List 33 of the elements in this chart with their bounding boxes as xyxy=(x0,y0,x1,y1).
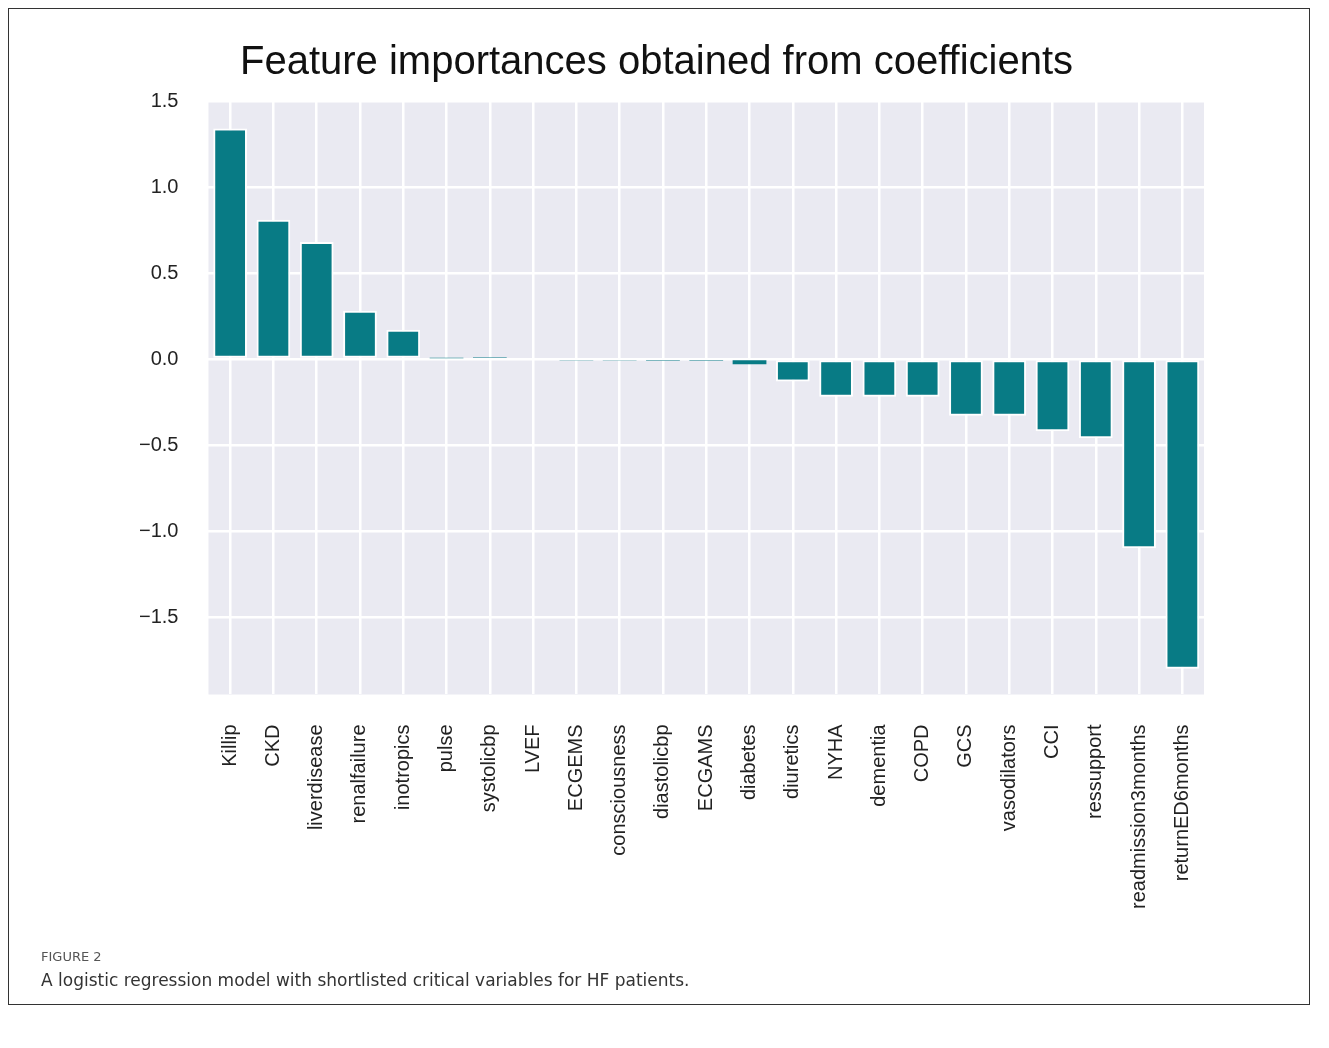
x-tick-label: CKD xyxy=(260,724,283,767)
x-tick-label: readmission3months xyxy=(1126,724,1149,909)
x-tick-label: diuretics xyxy=(780,724,803,799)
x-tick-label: diabetes xyxy=(737,724,760,801)
x-tick-label: NYHA xyxy=(823,723,846,781)
y-tick-label: −1.5 xyxy=(139,604,179,627)
text: A logistic regression model with shortlisted critical variables for HF patients. xyxy=(41,970,691,990)
x-tick-label: returnED6months xyxy=(1169,724,1192,882)
x-tick-label: ressupport xyxy=(1083,724,1106,819)
x-tick-label: liverdisease xyxy=(304,724,327,831)
x-tick-label: systolicbp xyxy=(477,724,500,813)
x-tick-label: LVEF xyxy=(520,724,543,774)
x-tick-label: vasodilators xyxy=(996,724,1019,832)
x-tick-label: ECGAMS xyxy=(693,724,716,812)
chart-title: Feature importances obtained from coefficients xyxy=(239,38,1074,83)
x-tick-label: renalfailure xyxy=(347,724,370,824)
caption: FIGURE 2 xyxy=(41,949,103,964)
y-tick-label: 1.5 xyxy=(150,88,179,111)
y-tick-label: 0.0 xyxy=(150,346,179,369)
x-tick-label: CCI xyxy=(1040,724,1063,759)
x-tick-label: dementia xyxy=(866,723,889,807)
y-tick-label: 0.5 xyxy=(150,260,179,283)
x-tick-label: GCS xyxy=(953,724,976,768)
y-tick-label: 1.0 xyxy=(150,174,179,197)
y-tick-label: −0.5 xyxy=(139,432,179,455)
x-tick-label: Killip xyxy=(217,724,240,767)
x-tick-label: consciousness xyxy=(607,724,630,856)
y-tick-label: −1.0 xyxy=(139,518,179,541)
x-tick-label: inotropics xyxy=(390,724,413,811)
x-tick-label: pulse xyxy=(434,724,457,773)
x-tick-label: COPD xyxy=(910,724,933,783)
x-tick-label: diastolicbp xyxy=(650,724,673,819)
x-tick-label: ECGEMS xyxy=(563,724,586,812)
